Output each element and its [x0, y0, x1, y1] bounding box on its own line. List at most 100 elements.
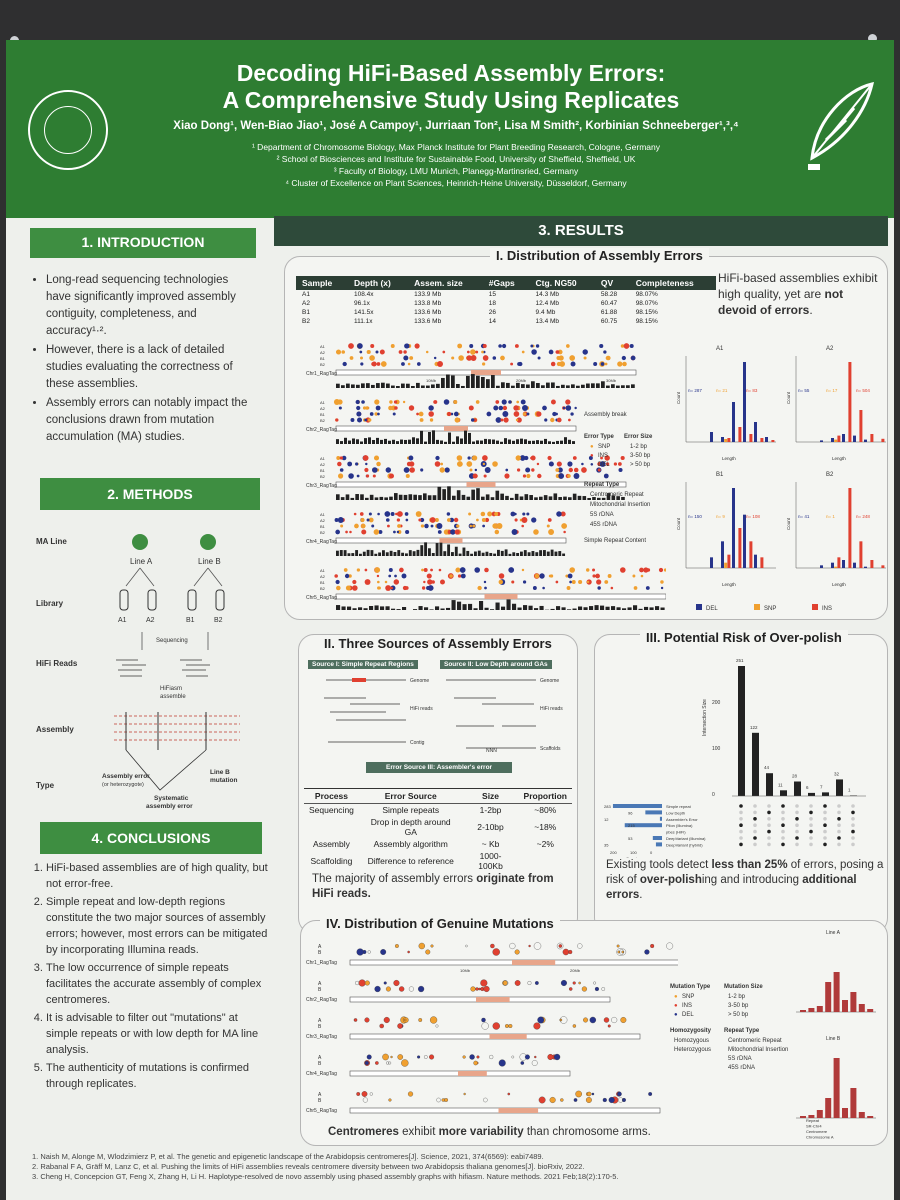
- error-point: [565, 399, 571, 405]
- error-point: [458, 355, 464, 361]
- matrix-dot: [823, 810, 827, 815]
- sample-label: B1: [320, 468, 326, 473]
- matrix-dot: [767, 842, 771, 847]
- error-point: [482, 355, 489, 361]
- repeat-content-bar: [633, 605, 638, 610]
- legend-label: SR-Chr4: [806, 1124, 822, 1129]
- repeat-content-bar: [420, 545, 424, 556]
- axis-label: Count: [676, 517, 681, 530]
- chromosome-label: Chr5_RagTag: [306, 1108, 337, 1114]
- sample-label: B1: [320, 412, 326, 417]
- repeat-content-bar: [488, 439, 491, 444]
- histogram-bar: [850, 992, 857, 1012]
- repeat-content-bar: [512, 440, 515, 444]
- repeat-content-bar: [382, 550, 385, 556]
- intersection-bar: [752, 732, 759, 796]
- label-line-b: Line B: [198, 557, 221, 566]
- histogram-title: B1: [716, 472, 724, 478]
- error-point: [437, 530, 442, 534]
- error-point: [426, 586, 431, 590]
- repeat-content-bar: [550, 549, 554, 556]
- repeat-content-bar: [466, 375, 470, 388]
- line-label: A: [318, 1018, 322, 1024]
- error-point: [428, 411, 434, 417]
- table-cell: ~18%: [534, 822, 557, 832]
- conclusion-2: Simple repeat and low-depth regions cons…: [46, 894, 268, 958]
- repeat-content-bar: [388, 440, 391, 444]
- axis-tick: 20Mb: [570, 968, 581, 973]
- error-point: [510, 511, 516, 517]
- error-point: [389, 473, 394, 479]
- repeat-content-bar: [381, 382, 385, 388]
- error-point: [405, 529, 410, 535]
- error-point: [495, 400, 500, 404]
- histogram-bar: [760, 438, 764, 442]
- set-size-bar: [645, 810, 662, 815]
- sec3-summary: Existing tools detect less than 25% of e…: [606, 859, 884, 901]
- error-point: [568, 418, 571, 422]
- repeat-content-bar: [572, 493, 577, 500]
- error-point: [359, 512, 364, 516]
- table-cell: ~ Kb: [481, 839, 500, 849]
- repeat-content-bar: [457, 601, 462, 610]
- error-point: [404, 343, 410, 349]
- mutation-point: [475, 987, 479, 991]
- error-point: [484, 467, 491, 473]
- repeat-content-bar: [571, 384, 575, 388]
- repeat-content-bar: [532, 440, 535, 444]
- error-point: [547, 518, 552, 522]
- repeat-content-bar: [443, 551, 447, 556]
- error-point: [530, 455, 536, 461]
- matrix-dot: [739, 823, 743, 827]
- repeat-content-bar: [495, 490, 500, 500]
- label-assembly: Assembly: [36, 725, 74, 734]
- matrix-dot: [809, 810, 813, 815]
- mutation-point: [562, 948, 570, 956]
- error-point: [399, 567, 404, 573]
- mutation-point: [403, 1018, 407, 1022]
- svg-text:NNN: NNN: [486, 748, 497, 754]
- repeat-content-bar: [401, 383, 405, 388]
- mutation-histograms: Line A Line B RepeatSR-Chr4CentromereChrom…: [796, 930, 876, 1140]
- references: 1. Naish M, Alonge M, Wlodzimierz P, et …: [32, 1152, 792, 1182]
- error-source-table: Process Error Source Size Proportion Sequen…: [304, 788, 572, 872]
- error-point: [568, 467, 574, 473]
- repeat-content-bar: [524, 439, 527, 444]
- error-point: [536, 411, 542, 417]
- chromosome-label: Chr4_RagTag: [306, 1071, 337, 1077]
- table-cell: 13.4 Mb: [535, 318, 560, 325]
- repeat-content-bar: [539, 605, 544, 610]
- repeat-content-bar: [346, 383, 350, 388]
- error-point: [362, 406, 367, 410]
- repeat-content-bar: [523, 550, 527, 556]
- error-point: [606, 355, 611, 361]
- error-point: [516, 468, 521, 472]
- repeat-content-bar: [446, 607, 451, 610]
- error-point: [470, 349, 476, 355]
- matrix-dot: [781, 829, 785, 834]
- repeat-content-bar: [591, 383, 595, 388]
- count-label: n= 83: [746, 388, 758, 393]
- matrix-dot: [809, 823, 813, 827]
- repeat-content-bar: [448, 432, 451, 444]
- repeat-content-bar: [556, 385, 560, 388]
- repeat-content-bar: [605, 606, 610, 610]
- error-point: [454, 417, 460, 423]
- line-label: A: [318, 944, 322, 950]
- svg-text:assembly error: assembly error: [146, 803, 193, 810]
- error-point: [428, 405, 434, 411]
- source-2-label: Source II: Low Depth around GAs: [440, 660, 552, 669]
- histogram-bar: [837, 435, 841, 442]
- repeat-content-bar: [336, 550, 339, 556]
- repeat-content-bar: [531, 551, 535, 556]
- error-point: [471, 455, 478, 461]
- mutation-point: [436, 1097, 441, 1103]
- repeat-content-bar: [416, 382, 420, 388]
- centromere-region: [512, 960, 556, 965]
- sample-label: B2: [320, 474, 326, 479]
- repeat-content-bar: [426, 385, 430, 388]
- histogram-bar: [858, 1112, 865, 1118]
- table-cell: Assembly: [313, 839, 350, 849]
- error-point: [443, 399, 450, 405]
- repeat-content-bar: [366, 549, 370, 556]
